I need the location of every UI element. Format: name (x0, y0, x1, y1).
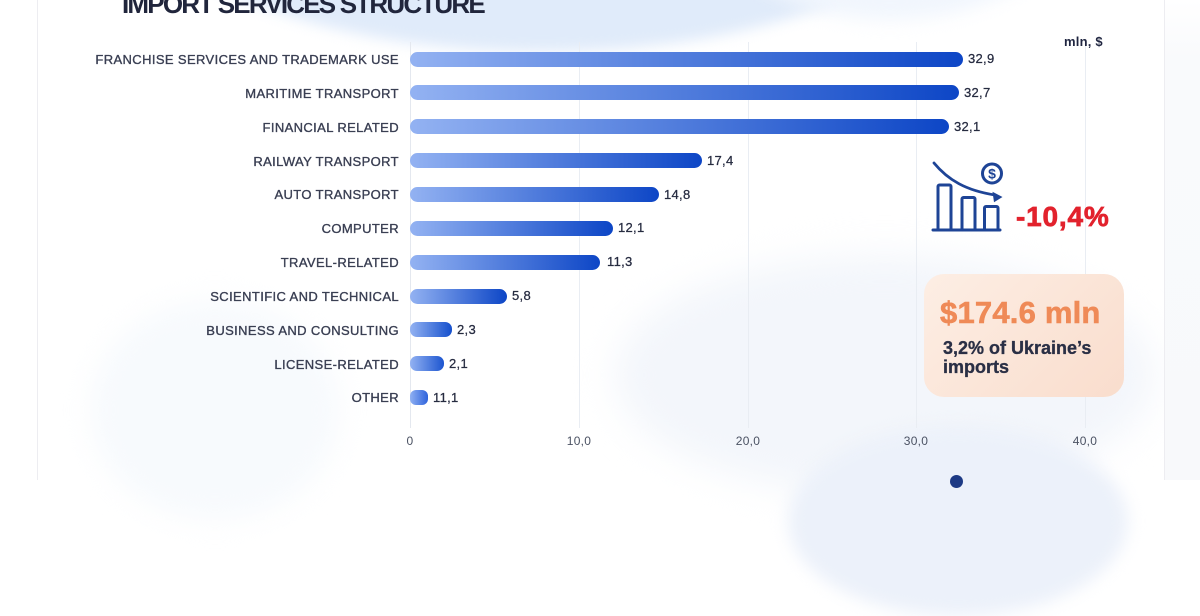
svg-text:$: $ (988, 166, 996, 182)
